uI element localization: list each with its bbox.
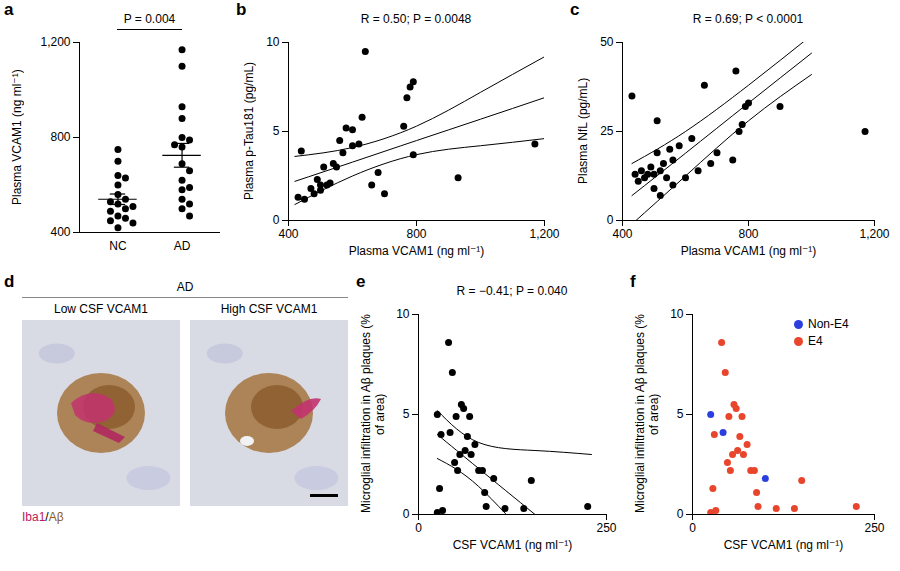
- html-text:R = 0.50; P = 0.0048: R = 0.50; P = 0.0048: [360, 12, 472, 26]
- svg-text:10: 10: [396, 307, 410, 321]
- svg-text:0: 0: [273, 213, 280, 227]
- svg-text:CSF VCAM1 (ng ml⁻¹): CSF VCAM1 (ng ml⁻¹): [453, 538, 573, 552]
- svg-text:Plasma VCAM1 (ng ml⁻¹): Plasma VCAM1 (ng ml⁻¹): [681, 244, 817, 258]
- svg-text:800: 800: [406, 227, 426, 241]
- svg-text:0: 0: [403, 507, 410, 521]
- svg-text:AD: AD: [174, 239, 191, 253]
- svg-text:CSF VCAM1 (ng ml⁻¹): CSF VCAM1 (ng ml⁻¹): [724, 538, 844, 552]
- svg-text:800: 800: [50, 130, 70, 144]
- html-text:E4: E4: [808, 334, 823, 348]
- svg-text:250: 250: [596, 521, 616, 535]
- html-text:e: e: [356, 272, 366, 291]
- svg-text:0: 0: [689, 521, 696, 535]
- html-text:Iba1 / Aβ: Iba1 / Aβ: [22, 510, 64, 524]
- svg-text:0: 0: [415, 521, 422, 535]
- svg-text:Plasma VCAM1 (ng ml⁻¹): Plasma VCAM1 (ng ml⁻¹): [349, 244, 485, 258]
- svg-text:0: 0: [607, 213, 614, 227]
- html-text:b: b: [236, 0, 247, 19]
- svg-text:800: 800: [738, 227, 758, 241]
- html-text:Microglial infiltration in Aβ: Microglial infiltration in Aβ plaques (%…: [359, 314, 387, 514]
- svg-text:25: 25: [600, 124, 614, 138]
- html-text:f: f: [630, 272, 636, 291]
- svg-text:1,200: 1,200: [529, 227, 559, 241]
- html-text:Non-E4: Non-E4: [808, 317, 849, 331]
- svg-text:1,200: 1,200: [40, 35, 70, 49]
- svg-text:5: 5: [273, 124, 280, 138]
- svg-text:50: 50: [600, 35, 614, 49]
- html-text:P = 0.004: P = 0.004: [123, 12, 176, 26]
- html-text:d: d: [4, 272, 15, 291]
- html-text:AD: AD: [176, 280, 194, 294]
- svg-text:10: 10: [266, 35, 280, 49]
- svg-text:250: 250: [864, 521, 884, 535]
- svg-text:400: 400: [50, 225, 70, 239]
- svg-text:10: 10: [670, 307, 684, 321]
- html-text:Plasma VCAM1 (ng ml⁻¹): Plasma VCAM1 (ng ml⁻¹): [10, 69, 24, 205]
- svg-text:NC: NC: [109, 239, 127, 253]
- svg-text:5: 5: [403, 407, 410, 421]
- svg-text:5: 5: [677, 407, 684, 421]
- html-text:Low CSF VCAM1: Low CSF VCAM1: [54, 302, 148, 316]
- html-text:R = 0.69; P < 0.0001: R = 0.69; P < 0.0001: [692, 12, 804, 26]
- svg-text:400: 400: [612, 227, 632, 241]
- html-text:High CSF VCAM1: High CSF VCAM1: [220, 302, 318, 316]
- svg-text:0: 0: [677, 507, 684, 521]
- html-text:a: a: [4, 0, 14, 19]
- html-text:Plasma p-Tau181 (pg/mL): Plasma p-Tau181 (pg/mL): [242, 62, 256, 200]
- svg-text:400: 400: [278, 227, 298, 241]
- svg-text:1,200: 1,200: [859, 227, 889, 241]
- html-text:R = −0.41; P = 0.040: R = −0.41; P = 0.040: [456, 284, 568, 298]
- html-text:Microglial infiltration in Aβ: Microglial infiltration in Aβ plaques (%…: [633, 314, 661, 514]
- html-text:Plasma NfL (pg/mL): Plasma NfL (pg/mL): [576, 77, 590, 185]
- html-text:c: c: [570, 0, 580, 19]
